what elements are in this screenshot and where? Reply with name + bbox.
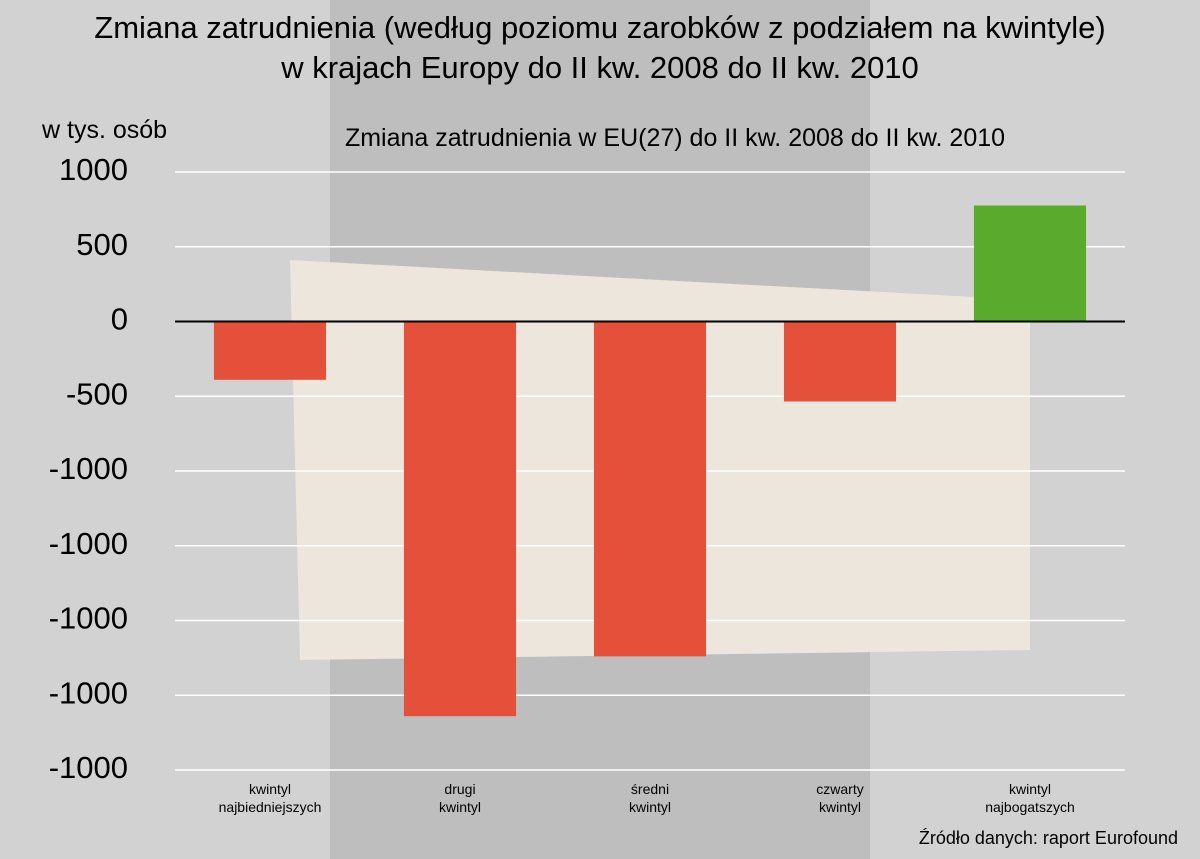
y-tick-label: -500: [66, 376, 128, 411]
y-tick-label: -1000: [49, 675, 128, 710]
y-tick-label: 0: [111, 302, 128, 337]
bar: [783, 321, 897, 402]
y-tick-label: -1000: [49, 750, 128, 785]
bar: [213, 321, 327, 380]
y-tick-label: -1000: [49, 526, 128, 561]
y-tick-label: -1000: [49, 451, 128, 486]
source-note: Źródło danych: raport Eurofound: [918, 828, 1178, 848]
chart-title: Zmiana zatrudnienia (według poziomu zaro…: [94, 10, 1106, 85]
y-tick-label: 1000: [59, 152, 128, 187]
x-tick-label: kwintyl najbogatszych: [985, 781, 1075, 815]
bar: [403, 321, 517, 717]
x-tick-label: czwarty kwintyl: [816, 781, 864, 815]
x-tick-label: kwintyl najbiedniejszych: [218, 781, 322, 815]
x-tick-label: średni kwintyl: [628, 781, 671, 815]
bar: [593, 321, 707, 657]
y-tick-label: -1000: [49, 601, 128, 636]
y-tick-label: 500: [76, 227, 128, 262]
bar: [973, 205, 1087, 322]
chart-subtitle: Zmiana zatrudnienia w EU(27) do II kw. 2…: [344, 124, 1006, 152]
x-tick-label: drugi kwintyl: [438, 781, 481, 815]
y-axis-label: w tys. osób: [42, 116, 168, 144]
